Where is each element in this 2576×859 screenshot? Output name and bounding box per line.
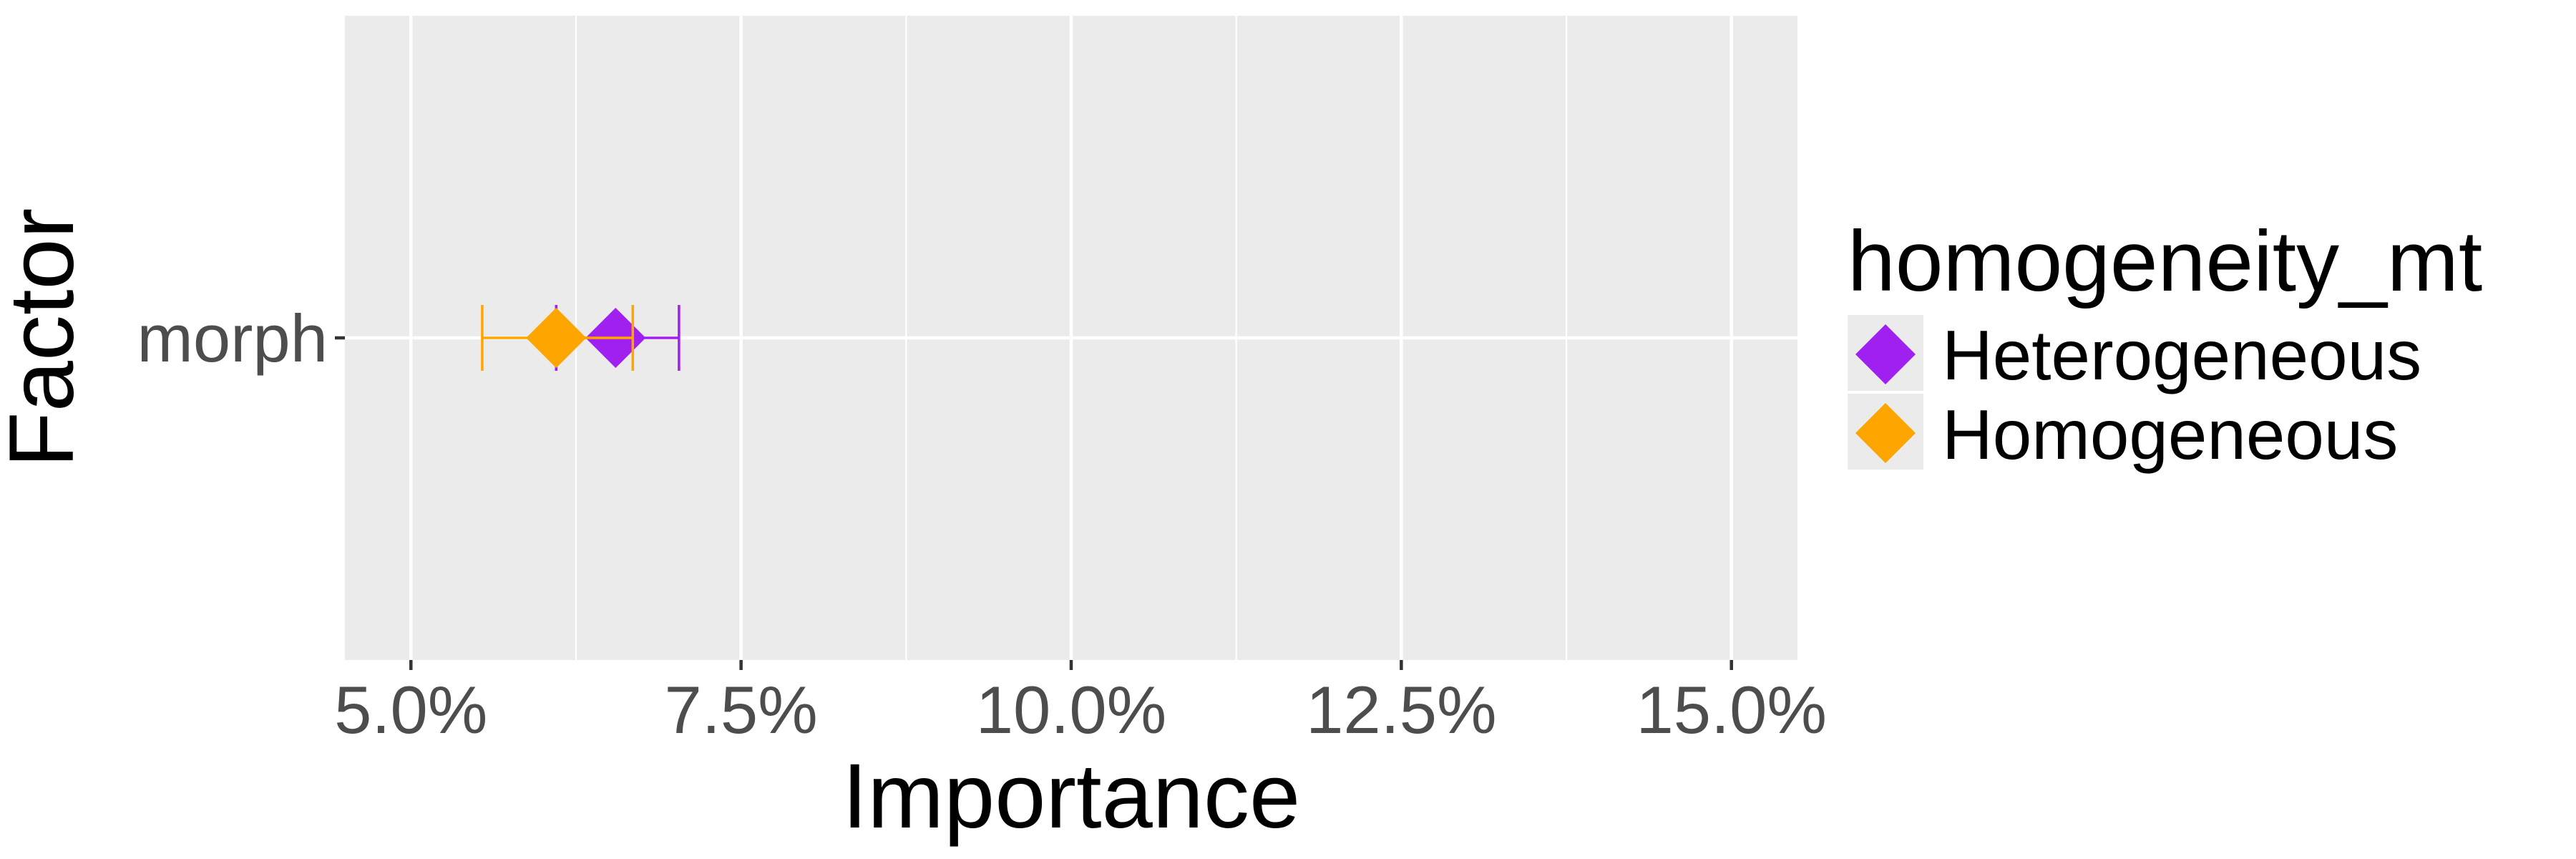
legend-label-homogeneous: Homogeneous — [1942, 395, 2398, 474]
point-homogeneous — [526, 308, 587, 368]
legend: homogeneity_mt Heterogeneous Homogeneous — [1848, 213, 2482, 474]
x-tick-label: 15.0% — [1636, 672, 1827, 747]
x-tick-label: 7.5% — [665, 672, 818, 747]
legend-key-homogeneous — [1855, 403, 1916, 463]
legend-title: homogeneity_mt — [1848, 213, 2482, 309]
x-tick-label: 10.0% — [976, 672, 1167, 747]
x-axis-title: Importance — [842, 745, 1300, 848]
data-series — [481, 305, 680, 371]
legend-label-heterogeneous: Heterogeneous — [1942, 316, 2421, 394]
x-tick-label: 12.5% — [1306, 672, 1497, 747]
legend-key-heterogeneous — [1855, 324, 1916, 384]
y-axis-title: Factor — [0, 208, 93, 468]
x-tick-label: 5.0% — [334, 672, 487, 747]
y-tick-label: morph — [137, 301, 328, 376]
axis-ticks: 5.0% 7.5% 10.0% 12.5% 15.0% morph — [137, 301, 1827, 747]
